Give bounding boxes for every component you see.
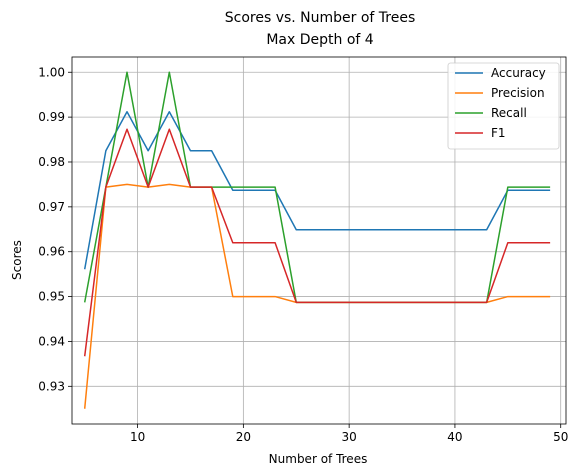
chart-subtitle: Max Depth of 4 xyxy=(266,32,373,48)
plot-frame xyxy=(71,56,567,425)
legend-label: Accuracy xyxy=(491,66,546,80)
x-tick-label: 50 xyxy=(553,430,568,444)
x-axis-ticks: 10 20 30 40 50 xyxy=(130,424,568,444)
y-tick-label: 0.94 xyxy=(38,334,65,348)
legend-box xyxy=(447,62,560,150)
legend-label: Recall xyxy=(491,106,527,120)
legend-label: Precision xyxy=(491,86,545,100)
legend-label: F1 xyxy=(491,126,506,140)
y-tick-label: 1.00 xyxy=(38,65,65,79)
series-lines xyxy=(83,71,551,409)
x-tick-label: 20 xyxy=(236,430,251,444)
series-line-accuracy xyxy=(83,110,551,270)
y-axis-ticks: 0.93 0.94 0.95 0.96 0.97 0.98 0.99 1.00 xyxy=(38,65,72,393)
y-axis-title: Scores xyxy=(10,240,24,280)
series-line-f1 xyxy=(83,128,551,357)
y-tick-label: 0.98 xyxy=(38,155,65,169)
x-axis-title: Number of Trees xyxy=(269,452,368,466)
y-tick-label: 0.95 xyxy=(38,290,65,304)
x-tick-label: 40 xyxy=(447,430,462,444)
y-tick-label: 0.93 xyxy=(38,379,65,393)
x-tick-label: 10 xyxy=(130,430,145,444)
y-tick-label: 0.99 xyxy=(38,110,65,124)
legend: Accuracy Precision Recall F1 xyxy=(447,62,560,150)
chart-title: Scores vs. Number of Trees xyxy=(225,10,416,26)
x-tick-label: 30 xyxy=(342,430,357,444)
y-tick-label: 0.96 xyxy=(38,245,65,259)
y-tick-label: 0.97 xyxy=(38,200,65,214)
